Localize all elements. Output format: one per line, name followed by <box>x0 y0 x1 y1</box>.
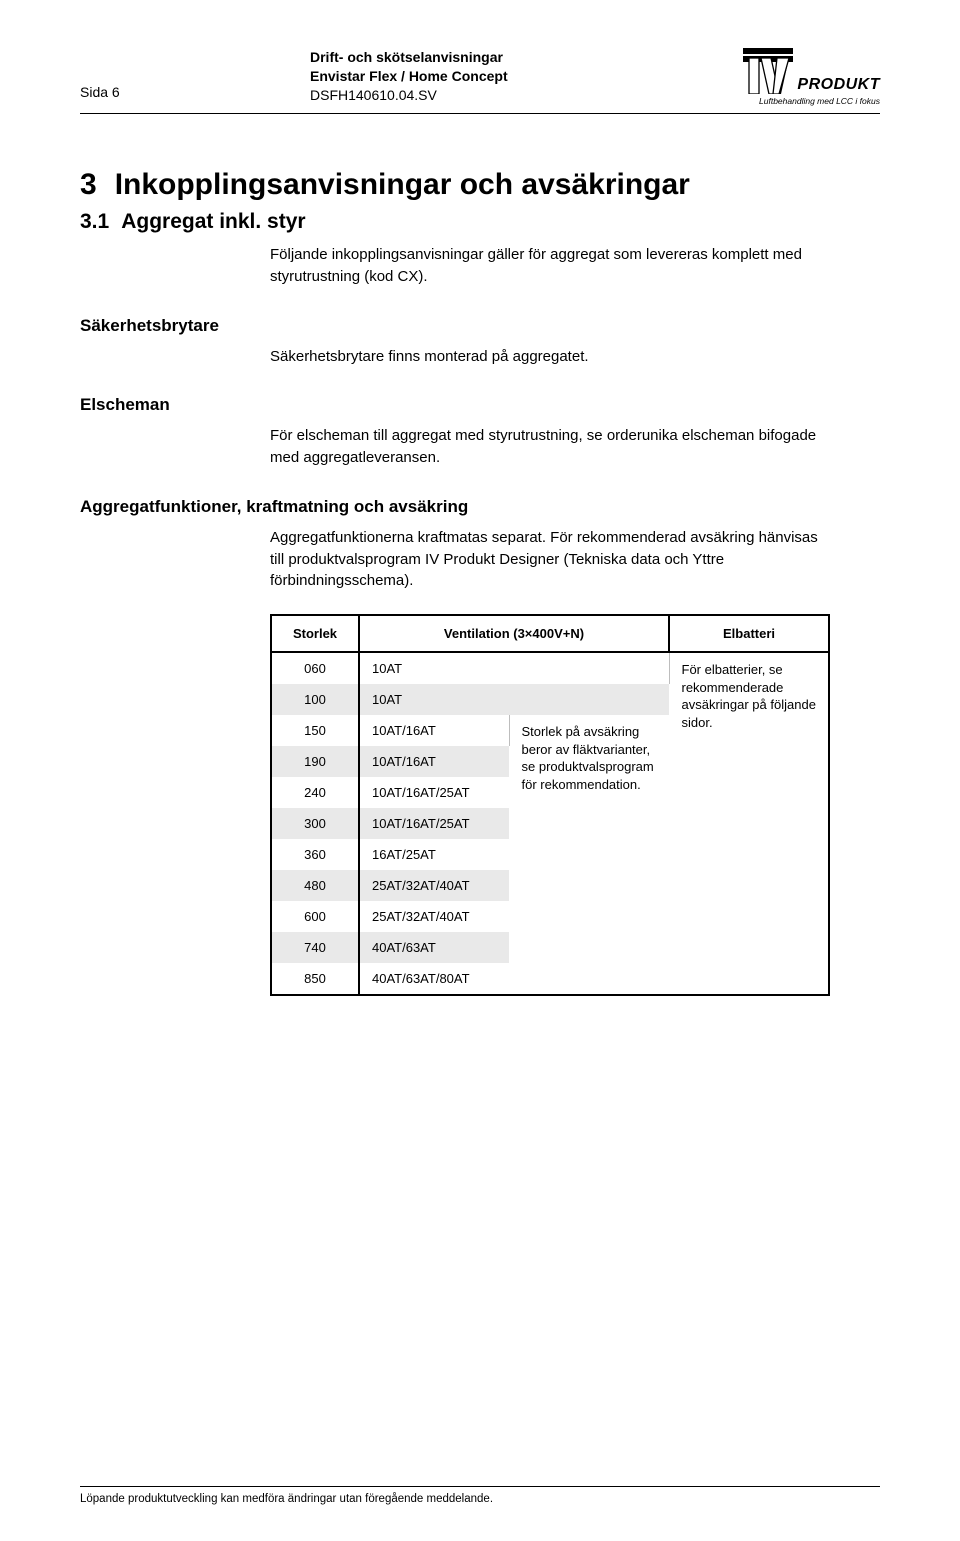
page-header: Sida 6 Drift- och skötselanvisningar Env… <box>80 48 880 114</box>
subsection-number: 3.1 <box>80 210 109 234</box>
table-row: 16AT/25AT <box>359 839 509 870</box>
heading-aggfunc: Aggregatfunktioner, kraftmatning och avs… <box>80 497 880 517</box>
col-elbatteri: Elbatteri <box>669 615 829 652</box>
table-row: 360 <box>271 839 359 870</box>
col-ventilation: Ventilation (3×400V+N) <box>359 615 669 652</box>
table-row: 100 <box>271 684 359 715</box>
iv-logo-icon <box>743 48 793 94</box>
table-row: 10AT <box>359 684 669 715</box>
page-number: Sida 6 <box>80 48 310 100</box>
table-row: 240 <box>271 777 359 808</box>
col-storlek: Storlek <box>271 615 359 652</box>
section-number: 3 <box>80 168 97 202</box>
footer-text: Löpande produktutveckling kan medföra än… <box>80 1493 493 1505</box>
vent-note: Storlek på avsäkring beror av fläktvaria… <box>509 715 669 995</box>
doc-code: DSFH140610.04.SV <box>310 86 700 105</box>
brand-block: PRODUKT Luftbehandling med LCC i fokus <box>700 48 880 109</box>
document-title-block: Drift- och skötselanvisningar Envistar F… <box>310 48 700 105</box>
table-row: 40AT/63AT/80AT <box>359 963 509 995</box>
table-row: 25AT/32AT/40AT <box>359 870 509 901</box>
aggfunc-paragraph: Aggregatfunktionerna kraftmatas separat.… <box>270 527 830 592</box>
doc-title-line1: Drift- och skötselanvisningar <box>310 48 700 67</box>
table-row: 850 <box>271 963 359 995</box>
doc-title-line2: Envistar Flex / Home Concept <box>310 67 700 86</box>
table-row: 300 <box>271 808 359 839</box>
brand-word: PRODUKT <box>797 76 880 94</box>
table-row: 40AT/63AT <box>359 932 509 963</box>
brand-tagline: Luftbehandling med LCC i fokus <box>743 96 880 106</box>
fuse-table: Storlek Ventilation (3×400V+N) Elbatteri… <box>270 614 830 996</box>
el-note: För elbatterier, se rekommenderade avsäk… <box>669 652 829 995</box>
heading-safety: Säkerhetsbrytare <box>80 316 880 336</box>
table-row: 600 <box>271 901 359 932</box>
elscheman-paragraph: För elscheman till aggregat med styrutru… <box>270 425 830 469</box>
table-row: 190 <box>271 746 359 777</box>
table-row: 060 <box>271 652 359 684</box>
heading-elscheman: Elscheman <box>80 395 880 415</box>
section-title: Inkopplingsanvisningar och avsäkringar <box>115 168 690 202</box>
page-side-label: Sida 6 <box>80 84 120 100</box>
table-row: 740 <box>271 932 359 963</box>
table-row: 10AT <box>359 652 669 684</box>
table-row: 10AT/16AT/25AT <box>359 808 509 839</box>
table-row: 25AT/32AT/40AT <box>359 901 509 932</box>
safety-paragraph: Säkerhetsbrytare finns monterad på aggre… <box>270 346 830 368</box>
intro-paragraph: Följande inkopplingsanvisningar gäller f… <box>270 244 830 288</box>
table-row: 10AT/16AT <box>359 746 509 777</box>
table-row: 480 <box>271 870 359 901</box>
page-footer: Löpande produktutveckling kan medföra än… <box>80 1486 880 1505</box>
subsection-title: Aggregat inkl. styr <box>121 210 305 234</box>
table-row: 150 <box>271 715 359 746</box>
table-row: 10AT/16AT/25AT <box>359 777 509 808</box>
table-row: 10AT/16AT <box>359 715 509 746</box>
